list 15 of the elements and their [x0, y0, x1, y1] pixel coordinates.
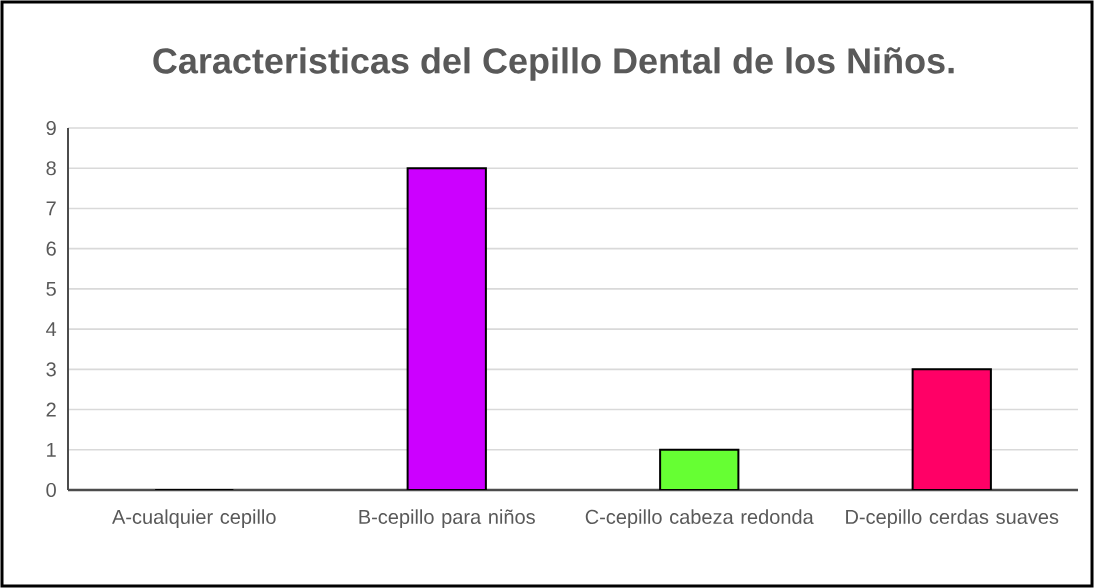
x-tick-label: D-cepillo cerdas suaves	[846, 509, 1059, 528]
y-tick-label: 4	[46, 322, 57, 336]
y-tick-label: 9	[46, 120, 56, 136]
y-tick-label: 8	[46, 161, 56, 176]
y-tick-label: 6	[46, 241, 56, 256]
y-tick-label: 5	[46, 281, 56, 296]
y-tick-label: 0	[46, 482, 56, 498]
chart-title: Caracteristicas del Cepillo Dental de los Niños.	[153, 47, 954, 81]
y-tick-label: 7	[46, 201, 56, 216]
x-tick-label: C-cepillo cabeza redonda	[585, 509, 814, 528]
x-tick-label: B-cepillo para niños	[359, 509, 535, 528]
y-tick-label: 3	[46, 362, 56, 377]
y-tick-label: 1	[47, 442, 56, 457]
x-tick-label: A-cualquier cepillo	[112, 509, 276, 528]
y-tick-label: 2	[46, 402, 56, 417]
